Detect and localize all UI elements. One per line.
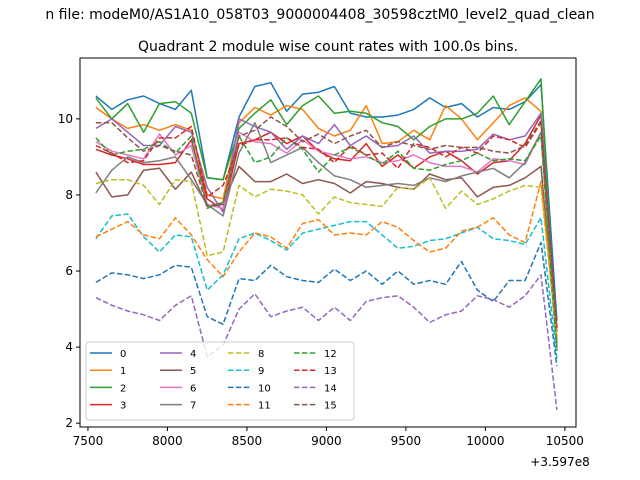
series-line-15 [95,116,558,329]
series-line-0 [95,81,558,321]
y-tick-label: 8 [65,188,73,202]
x-tick-label: 9500 [391,434,422,448]
y-tick-label: 6 [65,264,73,278]
legend-label: 12 [324,349,337,360]
legend-label: 2 [120,383,126,394]
figure-suptitle: n file: modeM0/AS1A10_058T03_9000004408_… [45,7,594,23]
x-tick-label: 10500 [546,434,584,448]
legend-label: 6 [190,383,196,394]
axes-frame [79,57,577,428]
x-tick-label: 9000 [311,434,342,448]
legend-label: 1 [120,366,126,377]
x-tick-label: 7500 [73,434,104,448]
legend-item-0: 0 [90,349,126,360]
x-tick-label: 10000 [466,434,504,448]
legend-label: 10 [258,383,271,394]
series-lines [95,78,558,410]
series-line-8 [95,177,558,340]
legend-item-11: 11 [228,401,271,412]
legend-label: 8 [258,349,264,360]
chart-title: Quadrant 2 module wise count rates with … [138,39,518,55]
series-line-12 [95,135,558,351]
legend-item-14: 14 [294,383,337,394]
legend-item-12: 12 [294,349,337,360]
legend-item-2: 2 [90,383,126,394]
x-axis: 7500 8000 8500 9000 9500 10000 10500 [73,427,584,448]
legend-item-8: 8 [228,349,264,360]
series-line-13 [95,121,558,329]
series-line-10 [95,241,558,367]
legend-label: 14 [324,383,337,394]
legend-label: 11 [258,401,271,412]
legend-item-7: 7 [160,401,196,412]
legend-label: 13 [324,366,337,377]
series-line-4 [95,112,558,332]
legend-box [85,341,355,421]
series-line-14 [95,274,558,410]
y-tick-label: 10 [58,112,73,126]
legend-label: 5 [190,366,196,377]
legend-item-3: 3 [90,401,126,412]
legend-item-6: 6 [160,383,196,394]
series-line-7 [95,121,558,348]
series-line-11 [95,180,558,336]
legend-item-1: 1 [90,366,126,377]
legend-item-9: 9 [228,366,264,377]
legend-label: 3 [120,401,126,412]
series-line-5 [95,165,558,348]
legend-label: 9 [258,366,264,377]
legend-label: 15 [324,401,337,412]
series-line-1 [95,97,558,340]
legend-item-13: 13 [294,366,337,377]
x-axis-offset-label: +3.597e8 [530,455,589,469]
y-axis: 2 4 6 8 10 [58,112,80,430]
y-tick-label: 2 [65,416,73,430]
legend-label: 0 [120,349,126,360]
legend-item-5: 5 [160,366,196,377]
x-tick-label: 8000 [152,434,183,448]
legend-item-15: 15 [294,401,337,412]
legend-item-4: 4 [160,349,196,360]
x-tick-label: 8500 [232,434,263,448]
legend-label: 7 [190,401,196,412]
legend-label: 4 [190,349,196,360]
y-tick-label: 4 [65,340,73,354]
legend-item-10: 10 [228,383,271,394]
series-line-2 [95,78,558,351]
